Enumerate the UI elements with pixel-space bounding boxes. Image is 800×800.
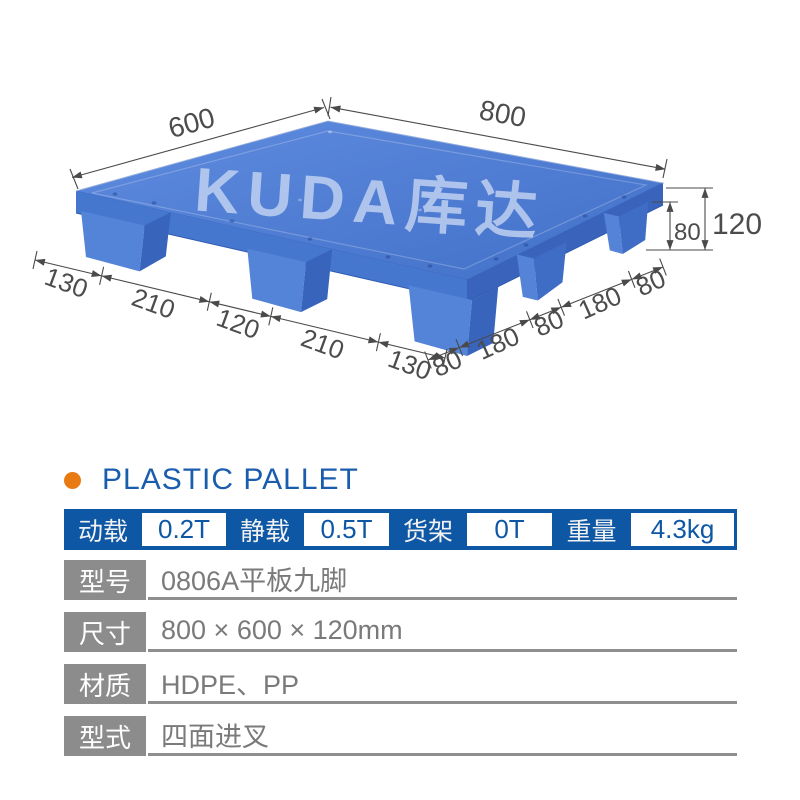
dim-label-800: 800 (477, 94, 529, 133)
spec-label-dynamic-load: 动载 (77, 517, 128, 546)
spec-label-weight: 重量 (566, 517, 617, 546)
spec-label-static-load: 静载 (239, 517, 290, 546)
spec-row-material: 材质 HDPE、PP (64, 664, 737, 704)
dim-label-120: 120 (712, 208, 762, 241)
dim-label-80-height: 80 (674, 219, 701, 246)
spec-value-rack-load: 0T (467, 513, 552, 546)
load-spec-strip: 动载 0.2T 静载 0.5T 货架 0T 重量 4.3kg (64, 509, 737, 550)
dim-label-fl-1: 130 (41, 261, 92, 304)
dimension-600 (69, 98, 331, 190)
spec-row-value: 四面进叉 (148, 716, 737, 756)
dim-label-fr-4: 180 (574, 280, 626, 325)
dimension-80-height (652, 201, 678, 250)
bullet-icon (64, 471, 81, 489)
spec-value-static-load: 0.5T (304, 513, 389, 546)
dim-label-fl-5: 130 (384, 343, 435, 386)
section-header: PLASTIC PALLET (64, 461, 359, 499)
spec-label-rack-load: 货架 (402, 517, 453, 546)
spec-row-label: 尺寸 (64, 612, 146, 652)
spec-row-label: 型式 (64, 716, 146, 756)
pallet-illustration: KUDA库达 600 800 (32, 94, 762, 386)
dim-label-fl-3: 120 (213, 302, 264, 345)
spec-row-value: 800 × 600 × 120mm (148, 612, 737, 652)
dimension-120 (646, 187, 713, 251)
spec-row-model: 型号 0806A平板九脚 (64, 560, 737, 600)
spec-row-size: 尺寸 800 × 600 × 120mm (64, 612, 737, 652)
spec-row-entry-type: 型式 四面进叉 (64, 716, 737, 756)
dimension-chain-front-right (424, 258, 667, 369)
dim-label-fl-2: 210 (128, 282, 179, 325)
spec-value-weight: 4.3kg (631, 513, 734, 546)
dim-label-600: 600 (165, 102, 218, 144)
spec-row-value: 0806A平板九脚 (148, 560, 737, 600)
spec-row-label: 材质 (64, 664, 146, 704)
dimension-800 (327, 96, 668, 179)
section-title: PLASTIC PALLET (102, 463, 359, 496)
deck-rivet-dots (112, 130, 627, 268)
spec-row-value: HDPE、PP (148, 664, 737, 704)
spec-row-label: 型号 (64, 560, 146, 600)
pallet-legs (81, 201, 649, 356)
spec-value-dynamic-load: 0.2T (142, 513, 226, 546)
dim-label-fl-4: 210 (297, 322, 348, 365)
